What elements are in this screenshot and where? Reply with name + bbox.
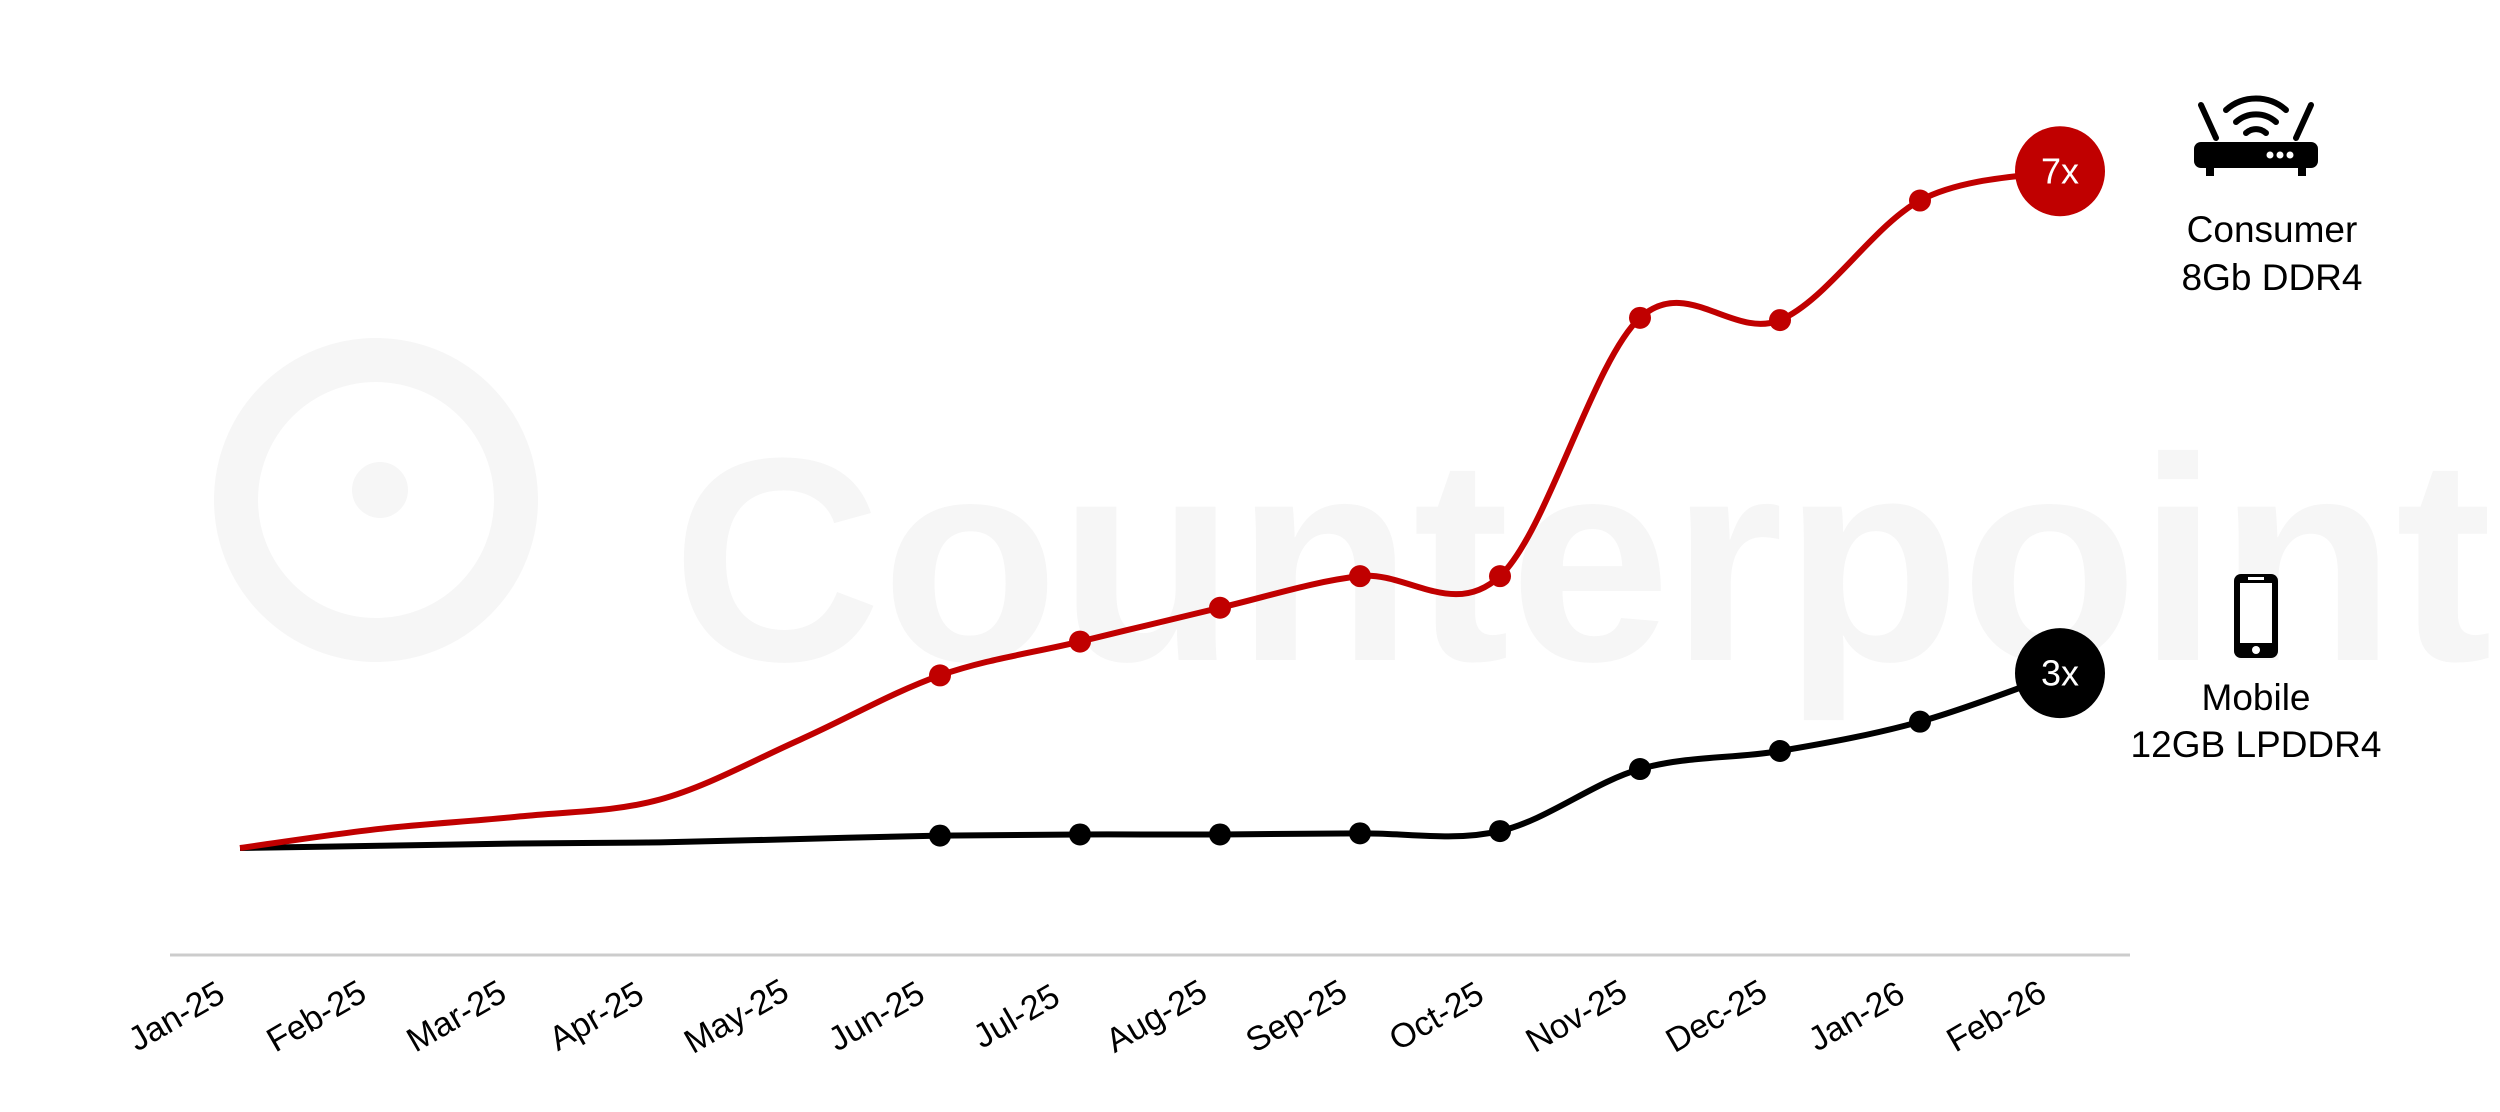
consumer-label-line2: 8Gb DDR4	[2182, 257, 2363, 298]
data-point-marker	[1209, 596, 1231, 619]
x-tick-label: May-25	[678, 972, 795, 1062]
watermark: Counterpoint	[214, 338, 2492, 723]
data-point-marker	[1769, 739, 1791, 762]
end-value-label: 7x	[2041, 151, 2079, 192]
x-tick-label: Nov-25	[1520, 973, 1634, 1061]
consumer-label-line1: Consumer	[2187, 209, 2358, 250]
data-point-marker	[1349, 565, 1371, 588]
data-point-marker	[1209, 823, 1231, 846]
watermark-logo-ring	[214, 338, 538, 662]
end-labels: 3x 7x	[2015, 126, 2105, 719]
data-point-marker	[929, 664, 951, 687]
x-tick-label: Apr-25	[543, 975, 650, 1059]
watermark-text: Counterpoint	[672, 398, 2492, 723]
data-point-marker	[929, 824, 951, 847]
x-tick-label: Feb-26	[1940, 973, 2052, 1060]
end-value-label: 3x	[2041, 653, 2079, 694]
x-tick-label: Mar-25	[400, 973, 512, 1060]
data-point-marker	[1489, 820, 1511, 843]
x-tick-label: Jan-25	[122, 974, 231, 1059]
data-point-marker	[1489, 565, 1511, 588]
x-tick-label: Jun-25	[822, 974, 931, 1059]
series-line-0	[239, 168, 2061, 851]
x-tick-label: Oct-25	[1383, 975, 1490, 1059]
x-axis-ticks: Jan-25 Feb-25 Mar-25 Apr-25 May-25 Jun-25 Jul-…	[122, 972, 2053, 1062]
data-point-marker	[1629, 758, 1651, 781]
end-value-badge	[2015, 628, 2105, 719]
end-value-badge	[2015, 126, 2105, 217]
data-point-marker	[1909, 189, 1931, 212]
mobile-label-line1: Mobile	[2202, 677, 2311, 718]
smartphone-icon	[2234, 574, 2278, 658]
x-tick-label: Sep-25	[1240, 973, 1354, 1061]
series-markers	[929, 189, 1931, 847]
x-tick-label: Aug-25	[1100, 973, 1214, 1061]
x-tick-label: Feb-25	[260, 973, 372, 1060]
data-point-marker	[1909, 710, 1931, 733]
data-point-marker	[1629, 306, 1651, 329]
watermark-logo-dot	[352, 462, 408, 518]
mobile-label-line2: 12GB LPDDR4	[2131, 724, 2382, 765]
data-point-marker	[1769, 309, 1791, 332]
data-point-marker	[1069, 630, 1091, 653]
x-tick-label: Jul-25	[967, 977, 1066, 1056]
data-point-marker	[1069, 823, 1091, 846]
router-icon	[2194, 95, 2318, 176]
x-tick-label: Dec-25	[1660, 973, 1774, 1061]
x-tick-label: Jan-26	[1802, 974, 1911, 1059]
data-point-marker	[1349, 822, 1371, 845]
